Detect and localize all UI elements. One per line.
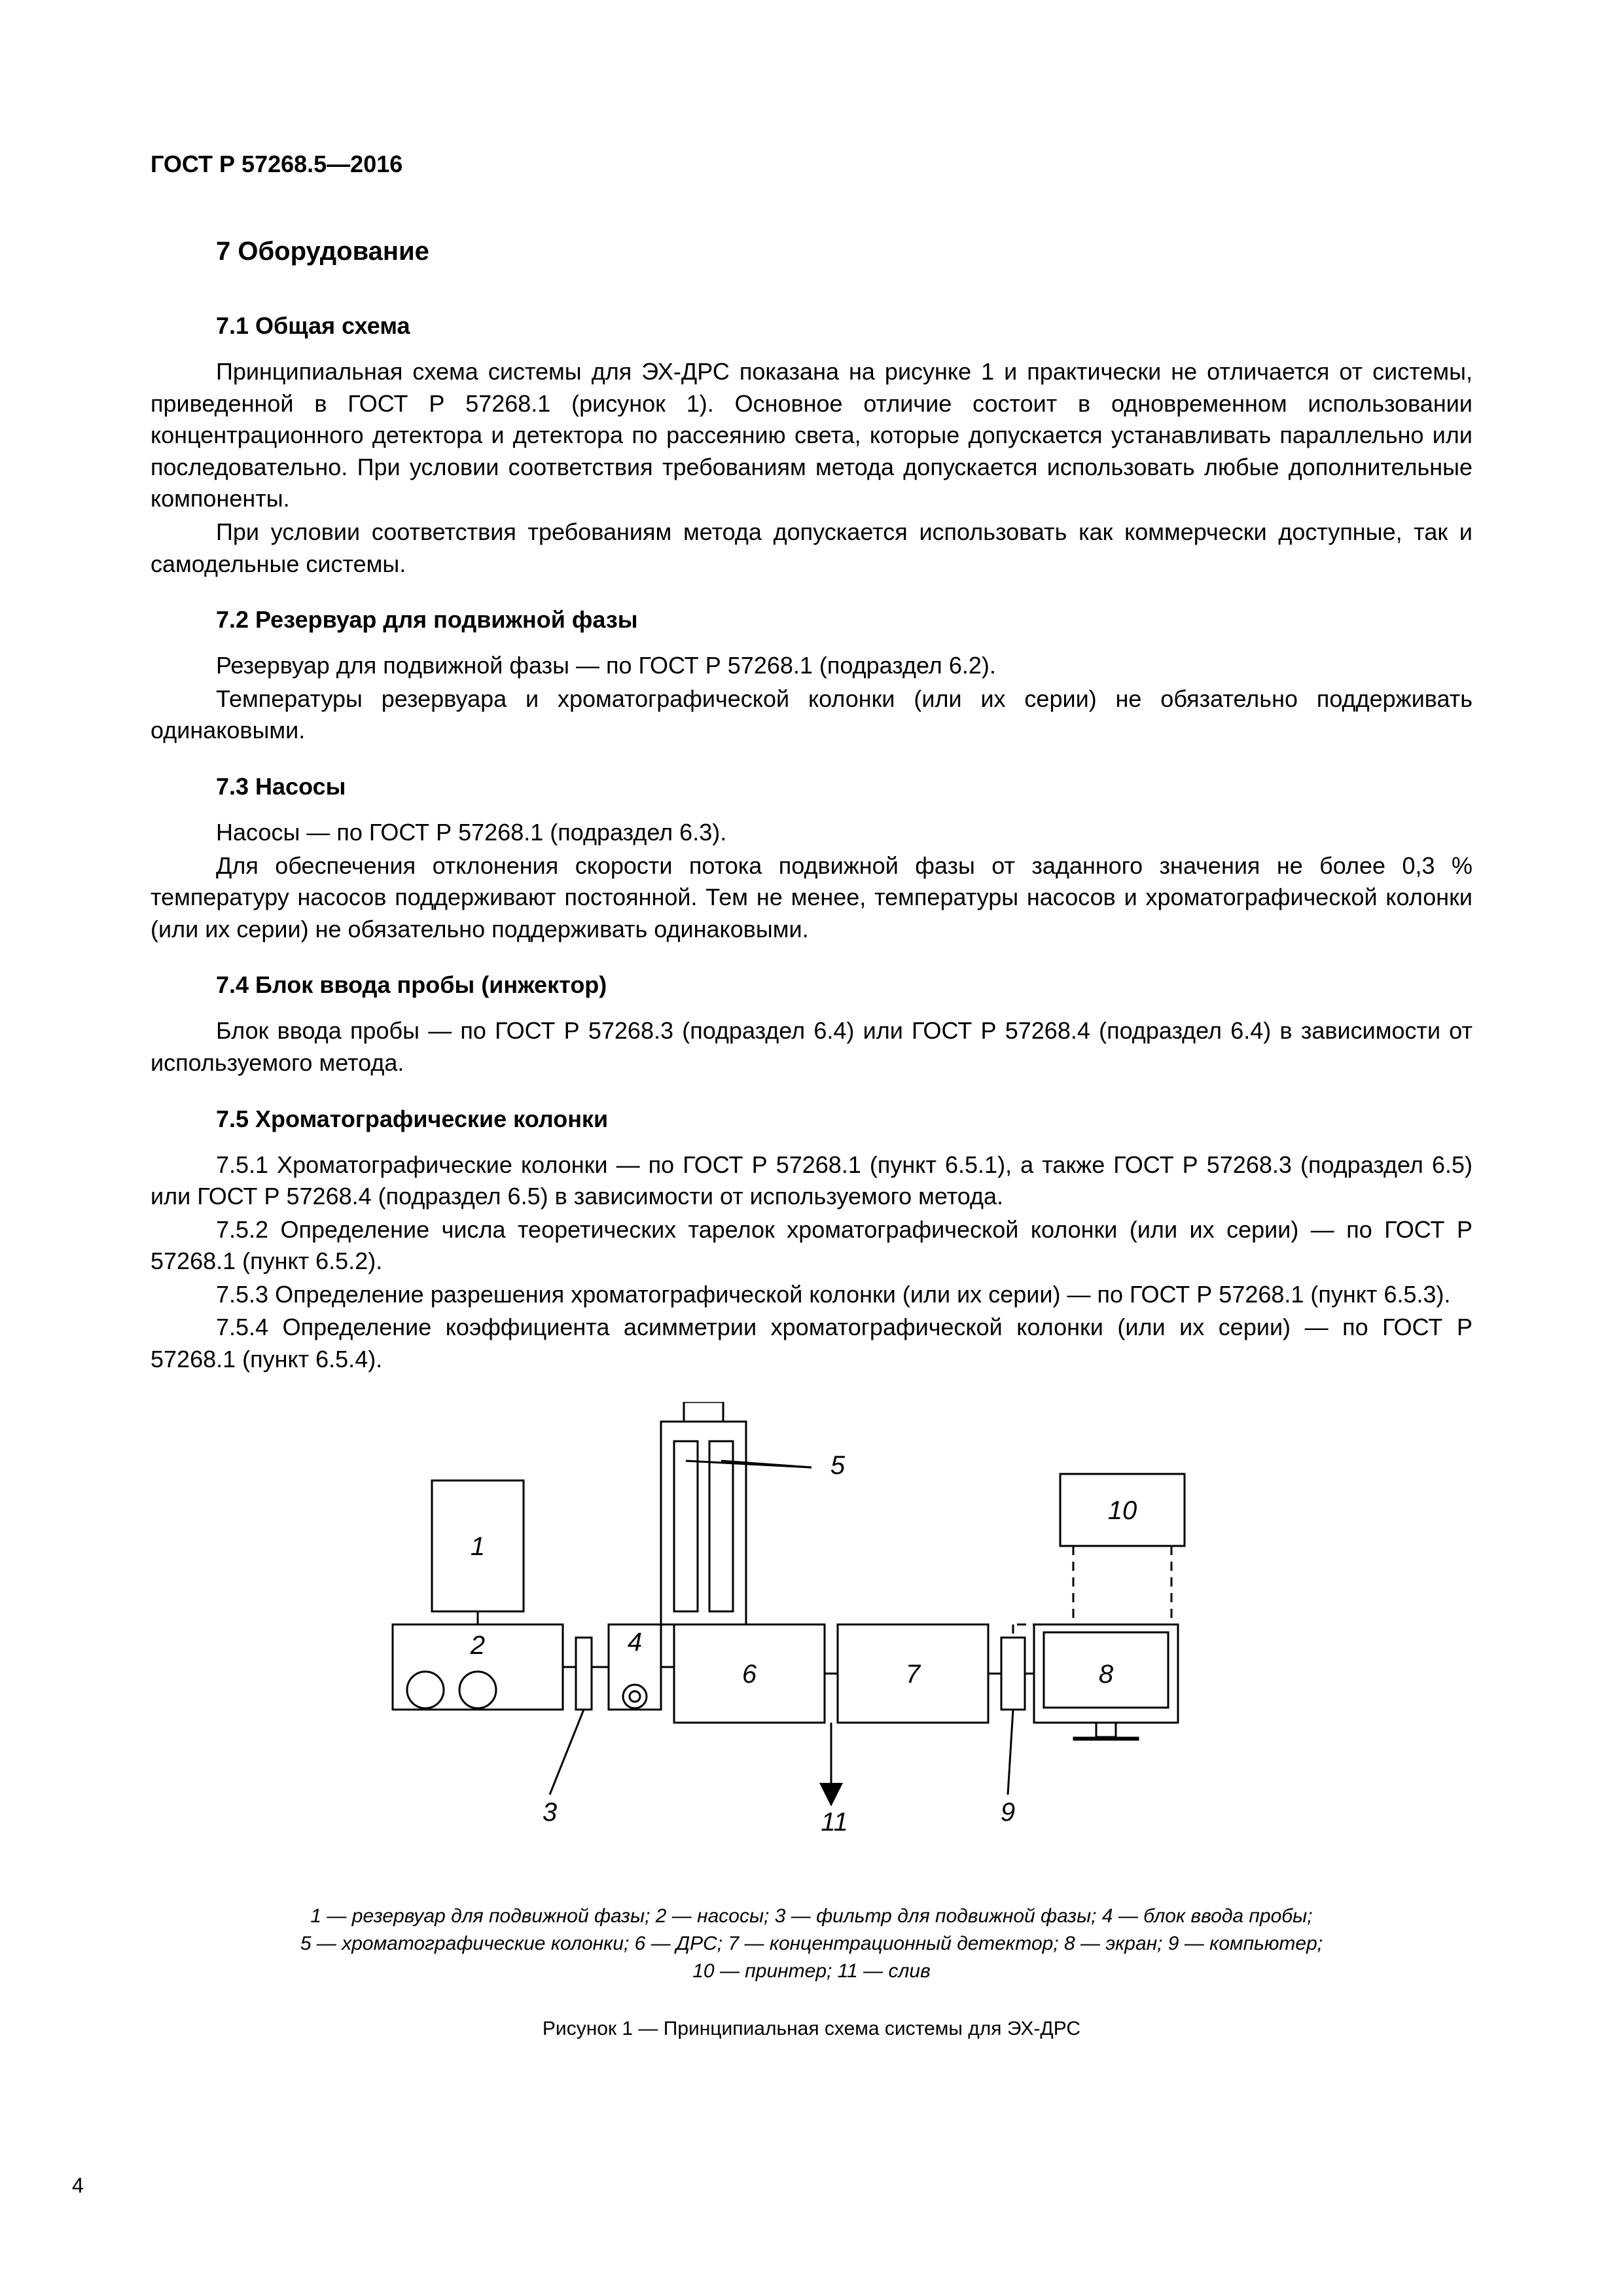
svg-text:6: 6	[742, 1660, 757, 1689]
paragraph: Температуры резервуара и хроматографичес…	[151, 683, 1472, 747]
svg-text:8: 8	[1099, 1660, 1114, 1689]
subsection-7-2-title: 7.2 Резервуар для подвижной фазы	[216, 606, 1472, 634]
svg-text:7: 7	[906, 1660, 921, 1689]
svg-text:1: 1	[471, 1532, 485, 1561]
figure-caption: Рисунок 1 — Принципиальная схема системы…	[151, 2018, 1472, 2040]
figure-1: 1 2 3 4 5 6 7 9 8 10 11 1 — резервуар для подвижно…	[151, 1402, 1472, 2040]
figure-1-svg: 1 2 3 4 5 6 7 9 8 10 11	[353, 1402, 1270, 1873]
svg-text:9: 9	[1001, 1798, 1015, 1827]
svg-text:2: 2	[470, 1631, 485, 1660]
legend-line: 1 — резервуар для подвижной фазы; 2 — на…	[310, 1905, 1312, 1927]
subsection-7-4-title: 7.4 Блок ввода пробы (инжектор)	[216, 971, 1472, 999]
paragraph: 7.5.1 Хроматографические колонки — по ГО…	[151, 1149, 1472, 1213]
page-number: 4	[72, 2174, 84, 2198]
figure-legend: 1 — резервуар для подвижной фазы; 2 — на…	[151, 1903, 1472, 1985]
paragraph: 7.5.2 Определение числа теоретических та…	[151, 1214, 1472, 1278]
document-code: ГОСТ Р 57268.5—2016	[151, 151, 1472, 178]
paragraph: При условии соответствия требованиям мет…	[151, 516, 1472, 580]
paragraph: Резервуар для подвижной фазы — по ГОСТ Р…	[151, 650, 1472, 682]
subsection-7-1-title: 7.1 Общая схема	[216, 312, 1472, 340]
section-title: 7 Оборудование	[216, 237, 1472, 266]
paragraph: 7.5.4 Определение коэффициента асимметри…	[151, 1312, 1472, 1375]
svg-text:11: 11	[821, 1808, 848, 1837]
legend-line: 5 — хроматографические колонки; 6 — ДРС;…	[300, 1933, 1323, 1954]
subsection-7-3-title: 7.3 Насосы	[216, 773, 1472, 800]
svg-text:10: 10	[1108, 1496, 1137, 1525]
legend-line: 10 — принтер; 11 — слив	[692, 1960, 931, 1982]
svg-text:3: 3	[543, 1798, 557, 1827]
svg-text:4: 4	[628, 1628, 642, 1657]
paragraph: Насосы — по ГОСТ Р 57268.1 (подраздел 6.…	[151, 817, 1472, 849]
svg-text:5: 5	[830, 1451, 846, 1480]
paragraph: Принципиальная схема системы для ЭХ-ДРС …	[151, 356, 1472, 515]
paragraph: Для обеспечения отклонения скорости пото…	[151, 850, 1472, 946]
paragraph: 7.5.3 Определение разрешения хроматограф…	[151, 1279, 1472, 1311]
paragraph: Блок ввода пробы — по ГОСТ Р 57268.3 (по…	[151, 1015, 1472, 1079]
subsection-7-5-title: 7.5 Хроматографические колонки	[216, 1105, 1472, 1133]
